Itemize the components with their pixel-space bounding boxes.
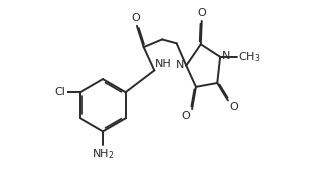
Text: N: N <box>222 51 231 61</box>
Text: O: O <box>181 111 190 121</box>
Text: NH$_2$: NH$_2$ <box>92 147 114 161</box>
Text: CH$_3$: CH$_3$ <box>238 50 260 64</box>
Text: N: N <box>176 60 184 70</box>
Text: NH: NH <box>155 59 172 69</box>
Text: O: O <box>230 102 238 112</box>
Text: Cl: Cl <box>54 87 65 97</box>
Text: O: O <box>132 13 140 23</box>
Text: O: O <box>197 8 206 18</box>
